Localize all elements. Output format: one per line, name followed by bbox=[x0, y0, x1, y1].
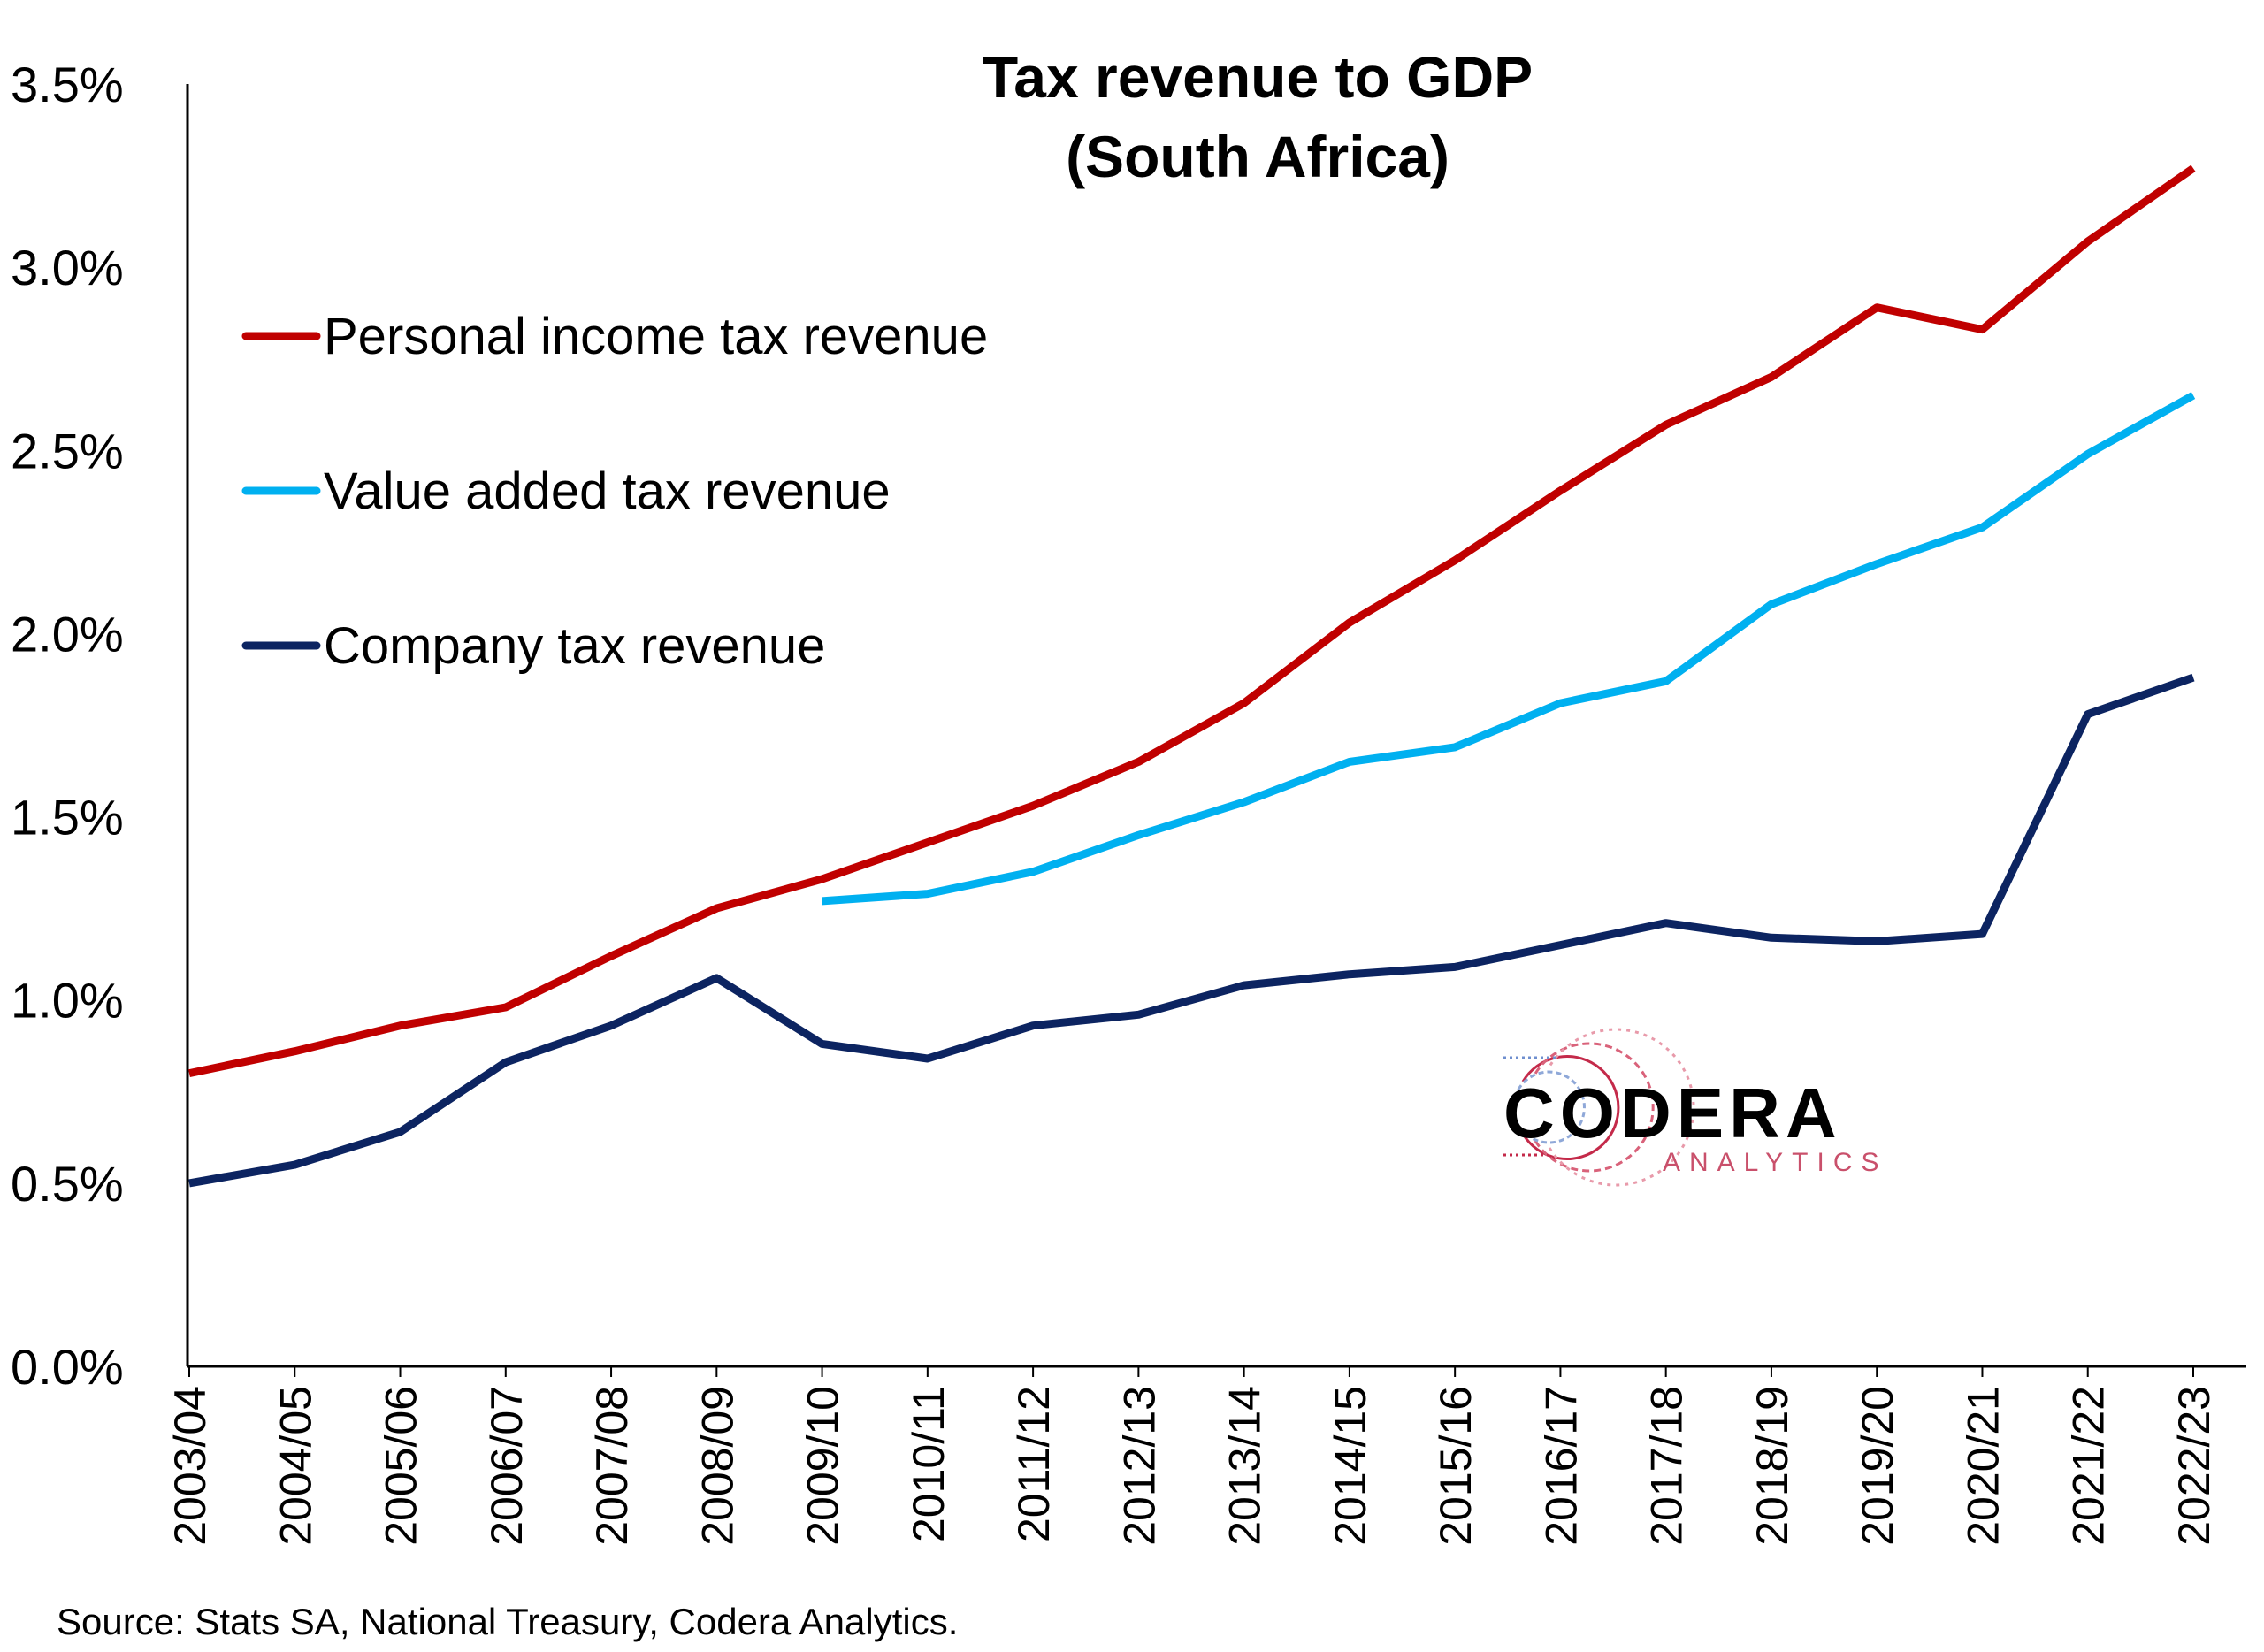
codera-logo: CODERA ANALYTICS bbox=[1503, 1028, 1888, 1187]
x-tick-label: 2015/16 bbox=[1431, 1386, 1480, 1546]
legend: Personal income tax revenue Value added t… bbox=[241, 308, 988, 675]
x-tick-label: 2014/15 bbox=[1326, 1386, 1375, 1546]
x-tick-label: 2022/23 bbox=[2169, 1386, 2219, 1546]
chart-title: Tax revenue to GDP (South Africa) bbox=[983, 44, 1533, 189]
legend-label-2: Company tax revenue bbox=[324, 617, 825, 675]
series-line-1 bbox=[822, 392, 2196, 906]
x-tick-label: 2020/21 bbox=[1958, 1386, 2008, 1546]
x-tick-label: 2007/08 bbox=[587, 1386, 637, 1546]
x-tick-label: 2003/04 bbox=[165, 1386, 215, 1546]
x-tick-label: 2008/09 bbox=[692, 1386, 742, 1546]
legend-label-0: Personal income tax revenue bbox=[324, 308, 988, 365]
codera-logo-mark bbox=[1503, 1028, 1695, 1187]
x-tick-label: 2013/14 bbox=[1220, 1386, 1270, 1546]
x-tick-label: 2006/07 bbox=[482, 1386, 532, 1546]
x-axis-ticks: 2003/04 2004/05 2005/06 2006/07 2007/08 2008/… bbox=[165, 1366, 2219, 1546]
x-tick-label: 2004/05 bbox=[271, 1386, 320, 1546]
logo-tagline: ANALYTICS bbox=[1663, 1148, 1888, 1177]
y-tick-label: 0.5% bbox=[11, 1156, 124, 1212]
x-tick-label: 2021/22 bbox=[2064, 1386, 2114, 1546]
logo-name: CODERA bbox=[1503, 1074, 1842, 1152]
y-tick-label: 2.5% bbox=[11, 423, 124, 478]
x-tick-label: 2019/20 bbox=[1853, 1386, 1902, 1546]
y-tick-label: 0.0% bbox=[11, 1339, 124, 1395]
y-tick-label: 2.0% bbox=[11, 606, 124, 662]
series-lines bbox=[188, 164, 2196, 1188]
y-tick-label: 1.5% bbox=[11, 790, 124, 845]
x-tick-label: 2016/17 bbox=[1536, 1386, 1586, 1546]
y-tick-label: 3.5% bbox=[11, 57, 124, 112]
x-tick-label: 2017/18 bbox=[1642, 1386, 1692, 1546]
x-tick-label: 2009/10 bbox=[799, 1386, 848, 1546]
axes bbox=[186, 84, 2246, 1368]
source-note: Source: Stats SA, National Treasury, Cod… bbox=[57, 1601, 958, 1642]
x-tick-label: 2005/06 bbox=[377, 1386, 426, 1546]
chart-title-line1: Tax revenue to GDP bbox=[983, 44, 1533, 110]
x-tick-label: 2010/11 bbox=[904, 1386, 953, 1542]
x-tick-label: 2011/12 bbox=[1009, 1386, 1059, 1542]
x-tick-label: 2018/19 bbox=[1748, 1386, 1797, 1546]
y-tick-label: 1.0% bbox=[11, 973, 124, 1029]
x-tick-label: 2012/13 bbox=[1114, 1386, 1164, 1546]
y-axis-ticks: 0.0% 0.5% 1.0% 1.5% 2.0% 2.5% 3.0% 3.5% bbox=[11, 57, 124, 1395]
y-tick-label: 3.0% bbox=[11, 240, 124, 295]
series-line-2 bbox=[188, 673, 2195, 1188]
series-line-0 bbox=[188, 164, 2196, 1078]
legend-label-1: Value added tax revenue bbox=[324, 463, 891, 520]
chart-title-line2: (South Africa) bbox=[1066, 124, 1449, 189]
